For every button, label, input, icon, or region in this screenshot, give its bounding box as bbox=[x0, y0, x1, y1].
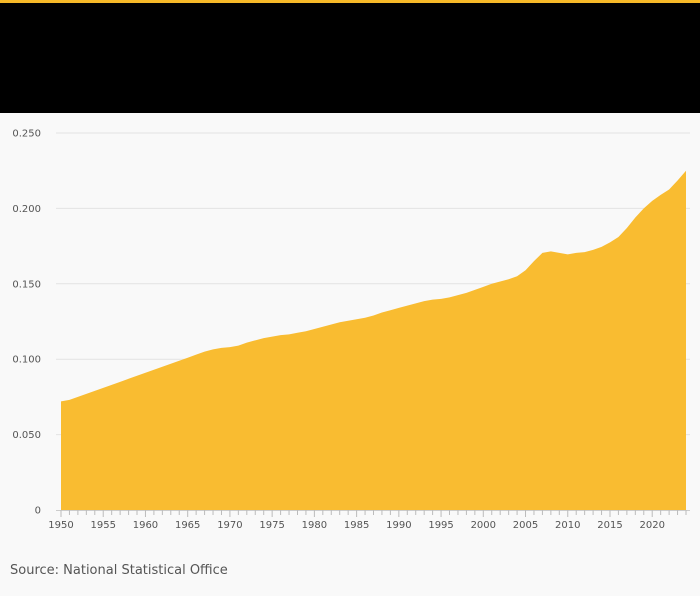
x-tick-label: 1980 bbox=[302, 520, 327, 531]
x-tick-label: 2020 bbox=[639, 520, 664, 531]
series-area bbox=[61, 170, 686, 510]
y-tick-label: 0.250 bbox=[12, 129, 41, 140]
y-tick-label: 0 bbox=[35, 506, 41, 517]
x-axis: 1950 1955 1960 1965 1970 1975 1980 1985 1990 1995… bbox=[48, 510, 690, 531]
x-tick-label: 1955 bbox=[91, 520, 116, 531]
header-banner bbox=[0, 0, 700, 113]
series-area-layer bbox=[61, 170, 686, 510]
y-tick-label: 0.050 bbox=[12, 430, 41, 441]
x-tick-label: 1960 bbox=[133, 520, 158, 531]
chart-area: 0 0.050 0.100 0.150 0.200 0.250 1950 1955 1960 1… bbox=[0, 113, 700, 553]
x-tick-label: 2005 bbox=[513, 520, 538, 531]
x-tick-label: 2015 bbox=[597, 520, 622, 531]
y-tick-label: 0.100 bbox=[12, 355, 41, 366]
x-tick-label: 2010 bbox=[555, 520, 580, 531]
x-tick-label: 1970 bbox=[217, 520, 242, 531]
x-tick-label: 1965 bbox=[175, 520, 200, 531]
x-tick-label: 1985 bbox=[344, 520, 369, 531]
y-axis-labels: 0 0.050 0.100 0.150 0.200 0.250 bbox=[12, 129, 41, 517]
y-tick-label: 0.150 bbox=[12, 279, 41, 290]
x-tick-label: 1975 bbox=[259, 520, 284, 531]
y-tick-label: 0.200 bbox=[12, 204, 41, 215]
x-tick-label: 1990 bbox=[386, 520, 411, 531]
x-tick-label: 1950 bbox=[48, 520, 73, 531]
source-note: Source: National Statistical Office bbox=[10, 563, 228, 578]
x-tick-label: 2000 bbox=[471, 520, 496, 531]
x-tick-label: 1995 bbox=[428, 520, 453, 531]
